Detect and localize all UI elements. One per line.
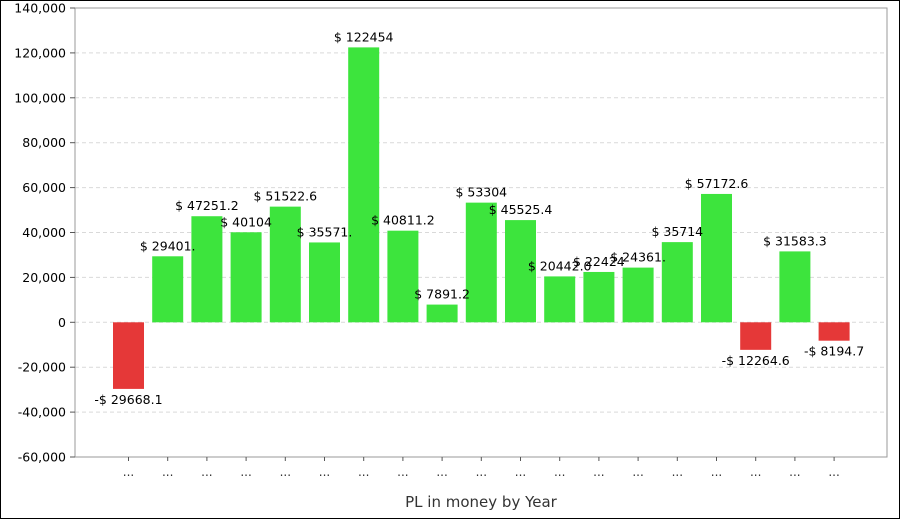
bar[interactable] <box>426 304 458 323</box>
bar[interactable] <box>583 271 615 323</box>
category-label: ... <box>632 465 643 479</box>
bar[interactable] <box>622 267 654 323</box>
bar[interactable] <box>230 232 262 323</box>
y-tick-label: 20,000 <box>22 270 66 285</box>
y-tick-label: 140,000 <box>14 1 66 16</box>
y-tick-label: 100,000 <box>14 90 66 105</box>
bar[interactable] <box>505 220 536 323</box>
data-label: $ 35714 <box>651 224 703 239</box>
data-label: $ 122454 <box>334 29 394 44</box>
category-label: ... <box>240 465 251 479</box>
data-label: $ 20442.0 <box>528 258 592 273</box>
y-tick-label: 120,000 <box>14 45 66 60</box>
data-label: $ 53304 <box>455 185 507 200</box>
category-label: ... <box>593 465 604 479</box>
y-tick-label: -60,000 <box>18 450 66 465</box>
bar[interactable] <box>544 276 576 323</box>
category-label: ... <box>672 465 683 479</box>
category-label: ... <box>397 465 408 479</box>
category-label: ... <box>554 465 565 479</box>
bar[interactable] <box>309 242 340 323</box>
y-tick-label: -40,000 <box>18 405 66 420</box>
data-label: $ 22424 <box>573 254 625 269</box>
data-label: -$ 8194.7 <box>804 344 864 359</box>
bar[interactable] <box>661 242 693 323</box>
y-tick-label: 0 <box>58 315 66 330</box>
bar[interactable] <box>779 251 811 323</box>
category-label: ... <box>711 465 722 479</box>
category-label: ... <box>280 465 291 479</box>
category-label: ... <box>789 465 800 479</box>
category-label: ... <box>123 465 134 479</box>
category-labels: ........................................… <box>123 457 840 479</box>
category-label: ... <box>515 465 526 479</box>
data-label: -$ 12264.6 <box>722 353 790 368</box>
bar[interactable] <box>740 322 772 350</box>
category-label: ... <box>162 465 173 479</box>
data-label: $ 57172.6 <box>685 176 749 191</box>
data-label: $ 35571. <box>297 224 353 239</box>
data-label: $ 40811.2 <box>371 213 435 228</box>
y-tick-label: 40,000 <box>22 225 66 240</box>
data-label: $ 29401. <box>140 238 196 253</box>
category-label: ... <box>358 465 369 479</box>
bar[interactable] <box>113 322 144 389</box>
bar[interactable] <box>465 202 497 323</box>
bar[interactable] <box>191 216 223 323</box>
data-label: $ 40104 <box>220 214 272 229</box>
data-label: $ 7891.2 <box>414 287 470 302</box>
bars <box>113 47 850 389</box>
y-tick-label: 60,000 <box>22 180 66 195</box>
bar[interactable] <box>701 193 732 323</box>
x-axis-title: PL in money by Year <box>405 493 558 511</box>
data-labels: -$ 29668.1 $ 29401. $ 47251.2$ 40104 $ 5152… <box>94 29 864 407</box>
data-label: $ 51522.6 <box>253 189 317 204</box>
category-label: ... <box>476 465 487 479</box>
category-label: ... <box>201 465 212 479</box>
data-label: $ 47251.2 <box>175 198 239 213</box>
bar[interactable] <box>152 256 184 323</box>
bar[interactable] <box>348 47 380 323</box>
y-tick-label: 80,000 <box>22 135 66 150</box>
data-label: $ 45525.4 <box>489 202 553 217</box>
category-label: ... <box>436 465 447 479</box>
data-label: $ 31583.3 <box>763 233 827 248</box>
bar[interactable] <box>269 206 301 323</box>
y-tick-labels: 140,000 120,000 100,000 80,000 60,000 40,000 2… <box>14 1 75 465</box>
y-tick-label: -20,000 <box>18 360 66 375</box>
bar[interactable] <box>818 322 850 341</box>
data-label: -$ 29668.1 <box>94 392 162 407</box>
bar[interactable] <box>387 230 419 323</box>
category-label: ... <box>319 465 330 479</box>
data-label: $ 24361. <box>610 250 666 265</box>
category-label: ... <box>828 465 839 479</box>
category-label: ... <box>750 465 761 479</box>
